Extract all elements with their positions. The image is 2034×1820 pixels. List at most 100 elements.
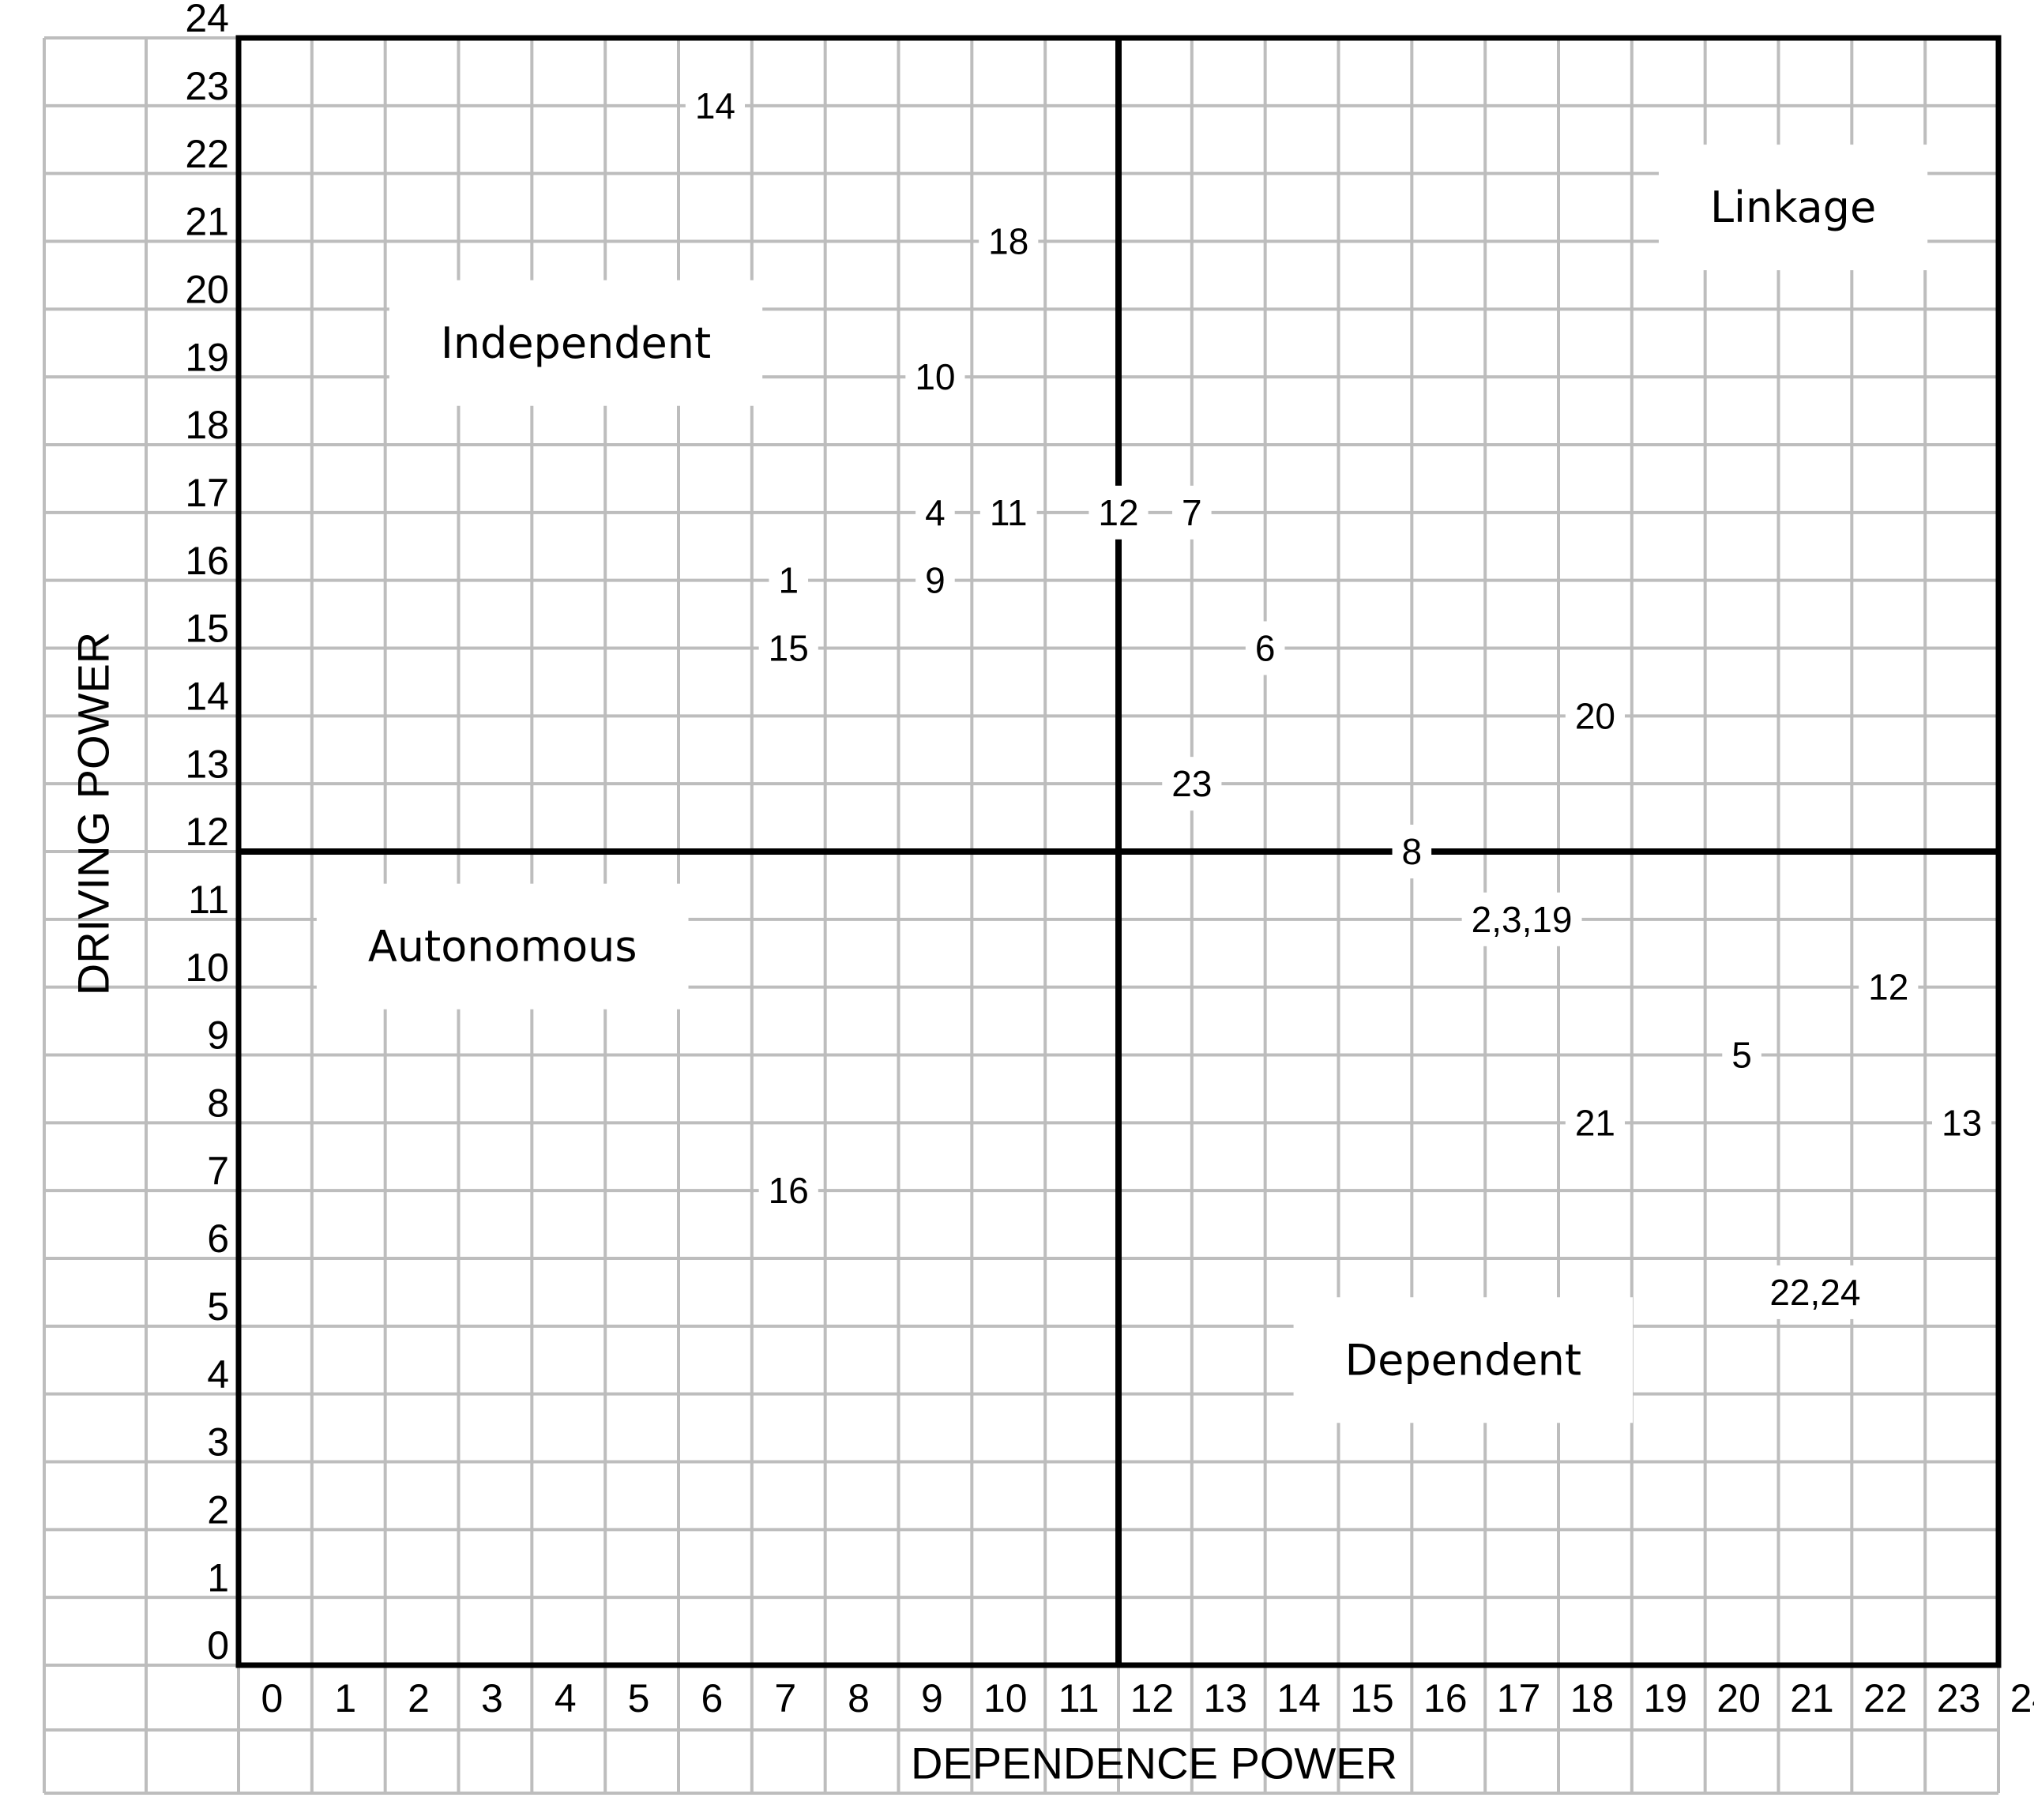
quadrant-label-background xyxy=(389,280,763,406)
x-tick-label: 24 xyxy=(2010,1676,2034,1720)
data-point-background xyxy=(1931,1096,1992,1150)
data-point-group: 16 xyxy=(758,1164,818,1218)
quadrant-label-background xyxy=(1658,145,1928,271)
y-tick-label: 20 xyxy=(185,267,229,311)
x-tick-label: 11 xyxy=(1058,1676,1100,1720)
x-tick-label: 14 xyxy=(1276,1676,1321,1720)
x-tick-label: 7 xyxy=(774,1676,796,1720)
data-point: 5 xyxy=(1731,1035,1752,1076)
data-point-background xyxy=(915,553,955,607)
data-point: 18 xyxy=(988,221,1028,262)
data-point: 13 xyxy=(1942,1102,1982,1143)
data-point-group: 5 xyxy=(1722,1028,1761,1082)
data-point: 6 xyxy=(1255,628,1276,669)
data-point-background xyxy=(1565,1096,1626,1150)
data-point-background xyxy=(1760,1265,1870,1319)
data-point: 21 xyxy=(1575,1102,1615,1143)
data-point-background xyxy=(1722,1028,1761,1082)
y-tick-label: 16 xyxy=(185,539,229,583)
data-point-background xyxy=(1162,757,1222,811)
x-tick-label: 17 xyxy=(1497,1676,1541,1720)
data-point-background xyxy=(758,1164,818,1218)
y-tick-label: 4 xyxy=(207,1352,229,1397)
quadrant-label-group: Autonomous xyxy=(316,883,689,1010)
data-point: 2,3,19 xyxy=(1472,899,1573,940)
data-point-group: 12 xyxy=(1859,960,1919,1014)
x-tick-label: 21 xyxy=(1790,1676,1834,1720)
x-tick-label: 3 xyxy=(481,1676,503,1720)
quadrant-label-group: Dependent xyxy=(1293,1297,1634,1423)
data-point-background xyxy=(1392,825,1432,878)
data-point: 1 xyxy=(778,560,799,601)
y-tick-label: 2 xyxy=(207,1487,229,1532)
data-point: 15 xyxy=(769,628,809,669)
x-tick-label: 4 xyxy=(555,1676,577,1720)
data-point: 10 xyxy=(915,356,955,397)
data-point-group: 10 xyxy=(905,350,965,404)
data-point-group: 11 xyxy=(979,485,1037,540)
y-tick-label: 10 xyxy=(185,946,229,990)
quadrant-label: Autonomous xyxy=(368,922,637,972)
quadrant-labels: Independent Linkage Autonomous Dependent xyxy=(316,145,1928,1423)
quadrant-label: Linkage xyxy=(1710,182,1876,232)
quadrant-label-background xyxy=(316,883,689,1010)
data-point-background xyxy=(1172,485,1212,540)
data-point-background xyxy=(1565,689,1626,743)
data-point-group: 23 xyxy=(1162,757,1222,811)
data-point-background xyxy=(905,350,965,404)
data-point: 8 xyxy=(1402,831,1423,872)
x-tick-label: 12 xyxy=(1130,1676,1175,1720)
x-axis-label: DEPENDENCE POWER xyxy=(911,1739,1397,1788)
data-point: 4 xyxy=(925,492,946,533)
x-tick-label: 19 xyxy=(1643,1676,1687,1720)
y-tick-label: 6 xyxy=(207,1216,229,1261)
data-point-group: 7 xyxy=(1172,485,1212,540)
data-point-group: 1 xyxy=(769,553,809,607)
y-tick-label: 7 xyxy=(207,1149,229,1193)
y-tick-label: 17 xyxy=(185,471,229,515)
y-tick-label: 8 xyxy=(207,1081,229,1125)
y-tick-label: 0 xyxy=(207,1623,229,1668)
x-tick-label: 9 xyxy=(921,1676,943,1720)
data-points: 14 18 10 4 11 12 7 1 9 15 6 20 23 8 2,3,19 12 5 21 13 16 22,… xyxy=(685,78,1992,1319)
data-point: 11 xyxy=(990,492,1028,533)
data-point-background xyxy=(1859,960,1919,1014)
y-tick-label: 15 xyxy=(185,607,229,651)
x-tick-label: 6 xyxy=(701,1676,724,1720)
data-point-group: 20 xyxy=(1565,689,1626,743)
data-point: 7 xyxy=(1182,492,1202,533)
plot-frame xyxy=(235,35,2002,1668)
data-point-group: 13 xyxy=(1931,1096,1992,1150)
y-tick-label: 19 xyxy=(185,335,229,379)
x-tick-label: 23 xyxy=(1937,1676,1981,1720)
quadrant-label: Independent xyxy=(441,318,711,368)
data-point: 16 xyxy=(769,1170,809,1211)
x-tick-label: 0 xyxy=(261,1676,284,1720)
data-point-background xyxy=(979,485,1037,540)
x-tick-label: 16 xyxy=(1423,1676,1468,1720)
data-point: 22,24 xyxy=(1769,1272,1860,1313)
x-tick-label: 10 xyxy=(983,1676,1028,1720)
y-tick-label: 9 xyxy=(207,1013,229,1058)
x-tick-label: 18 xyxy=(1570,1676,1615,1720)
y-tick-label: 21 xyxy=(185,200,229,244)
y-tick-label: 3 xyxy=(207,1420,229,1465)
data-point-background xyxy=(1461,892,1582,946)
x-tick-label: 13 xyxy=(1203,1676,1247,1720)
x-tick-label: 2 xyxy=(408,1676,430,1720)
data-point-group: 8 xyxy=(1392,825,1432,878)
y-tick-label: 18 xyxy=(185,403,229,447)
y-tick-label: 23 xyxy=(185,64,229,108)
data-point-group: 15 xyxy=(758,621,818,675)
data-point: 20 xyxy=(1575,695,1615,736)
y-tick-label: 22 xyxy=(185,132,229,176)
y-tick-label: 1 xyxy=(207,1555,229,1600)
data-point: 12 xyxy=(1868,967,1908,1008)
y-tick-label: 14 xyxy=(185,674,229,718)
y-axis-label: DRIVING POWER xyxy=(69,632,118,995)
data-point-group: 22,24 xyxy=(1760,1265,1870,1319)
data-point-group: 14 xyxy=(685,78,746,133)
